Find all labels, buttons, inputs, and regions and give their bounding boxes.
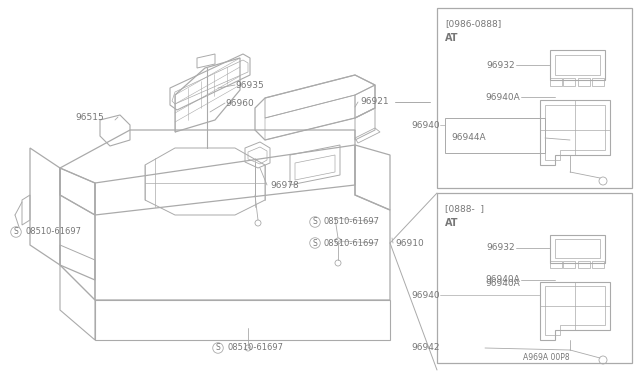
Text: AT: AT	[445, 33, 458, 43]
Bar	[437, 193, 632, 363]
Text: 96940: 96940	[412, 291, 440, 299]
Text: 96940A: 96940A	[485, 93, 520, 102]
Text: 96944A: 96944A	[451, 134, 486, 142]
Text: 96940: 96940	[412, 121, 440, 129]
Text: S: S	[312, 218, 317, 227]
Text: 96932: 96932	[486, 244, 515, 253]
Bar	[445, 118, 545, 153]
Text: A969A 00P8: A969A 00P8	[524, 353, 570, 362]
Text: S: S	[13, 228, 19, 237]
Text: 96921: 96921	[360, 97, 388, 106]
Text: 96932: 96932	[486, 61, 515, 70]
Text: S: S	[216, 343, 220, 353]
Bar	[437, 8, 632, 188]
Text: AT: AT	[445, 218, 458, 228]
Text: 08510-61697: 08510-61697	[25, 228, 81, 237]
Text: 96940A: 96940A	[485, 276, 520, 285]
Text: 08510-61697: 08510-61697	[324, 238, 380, 247]
Text: 96978: 96978	[270, 180, 299, 189]
Text: 96940A: 96940A	[485, 279, 520, 288]
Text: 96910: 96910	[395, 238, 424, 247]
Text: S: S	[312, 238, 317, 247]
Text: 96960: 96960	[225, 99, 253, 108]
Text: 08510-61697: 08510-61697	[227, 343, 283, 353]
Text: 96515: 96515	[75, 112, 104, 122]
Text: 96942: 96942	[412, 343, 440, 353]
Text: [0986-0888]: [0986-0888]	[445, 19, 501, 29]
Text: 96935: 96935	[235, 80, 264, 90]
Text: 08510-61697: 08510-61697	[324, 218, 380, 227]
Text: [0888-  ]: [0888- ]	[445, 205, 484, 214]
